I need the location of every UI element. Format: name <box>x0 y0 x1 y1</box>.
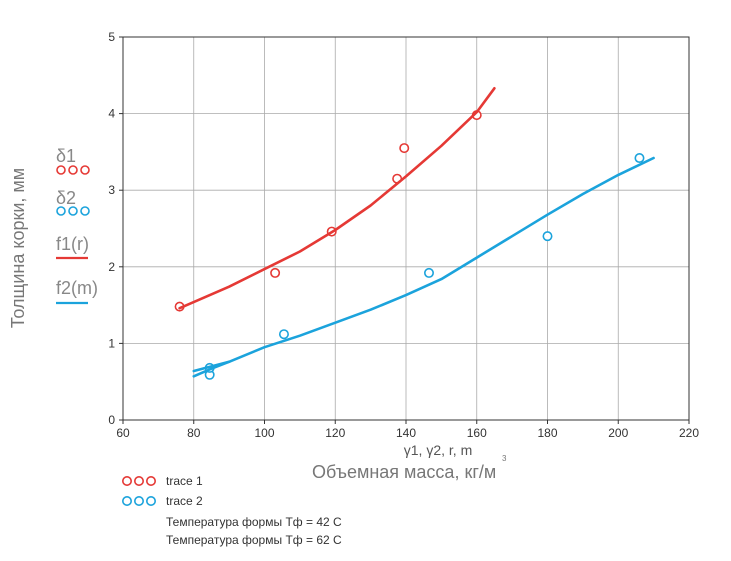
series-line-4 <box>192 360 231 378</box>
side-legend-label: f2(m) <box>56 278 98 298</box>
bottom-legend-marker <box>146 475 157 486</box>
side-legend-label: δ2 <box>56 188 76 208</box>
side-legend: δ1 δ2 f1(r) f2(m) <box>56 146 98 305</box>
series <box>174 87 655 380</box>
x-tick-label: 80 <box>187 426 201 440</box>
data-point-series-1 <box>634 153 645 164</box>
y-tick-label: 2 <box>108 260 115 274</box>
x-tick-label: 100 <box>254 426 274 440</box>
side-legend-marker <box>80 165 90 175</box>
data-point-series-1 <box>278 329 289 340</box>
bottom-legend: trace 1 trace 2 <box>122 474 203 508</box>
side-legend-marker <box>68 165 78 175</box>
x-tick-label: 220 <box>679 426 699 440</box>
series-line-2 <box>178 87 496 310</box>
bottom-legend-marker <box>122 475 133 486</box>
x-tick-label: 200 <box>608 426 628 440</box>
x-tick-label: 140 <box>396 426 416 440</box>
data-point-series-0 <box>270 267 281 278</box>
bottom-legend-label: trace 1 <box>166 474 203 488</box>
side-legend-label: δ1 <box>56 146 76 166</box>
side-legend-marker <box>56 206 66 216</box>
side-legend-label: f1(r) <box>56 234 89 254</box>
x-tick-label: 160 <box>467 426 487 440</box>
x-axis-secondary-label: γ1, γ2, r, m <box>404 442 472 458</box>
axis-ticks: 60 80 100 120 140 160 180 200 220 0 1 2 3 4 5 <box>108 30 699 440</box>
grid <box>122 36 690 421</box>
note-mold-temp-62: Температура формы Тф = 62 С <box>166 533 342 547</box>
side-legend-marker <box>68 206 78 216</box>
y-tick-label: 3 <box>108 183 115 197</box>
side-legend-marker <box>80 206 90 216</box>
note-mold-temp-42: Температура формы Тф = 42 С <box>166 515 342 529</box>
bottom-legend-marker <box>134 495 145 506</box>
y-tick-label: 4 <box>108 107 115 121</box>
y-tick-label: 5 <box>108 30 115 44</box>
bottom-legend-marker <box>122 495 133 506</box>
y-axis-label: Толщина корки, мм <box>8 168 28 328</box>
bottom-legend-label: trace 2 <box>166 494 203 508</box>
x-tick-label: 180 <box>537 426 557 440</box>
bottom-legend-marker <box>134 475 145 486</box>
series-line-3 <box>192 156 655 373</box>
x-tick-label: 120 <box>325 426 345 440</box>
x-axis-label: Объемная масса, кг/м <box>312 462 496 482</box>
data-point-series-1 <box>542 231 553 242</box>
x-axis-label-superscript: 3 <box>502 454 507 463</box>
data-point-series-0 <box>399 143 410 154</box>
y-tick-label: 0 <box>108 413 115 427</box>
side-legend-marker <box>56 165 66 175</box>
bottom-legend-marker <box>146 495 157 506</box>
y-tick-label: 1 <box>108 336 115 350</box>
data-point-series-1 <box>423 267 434 278</box>
x-tick-label: 60 <box>116 426 130 440</box>
